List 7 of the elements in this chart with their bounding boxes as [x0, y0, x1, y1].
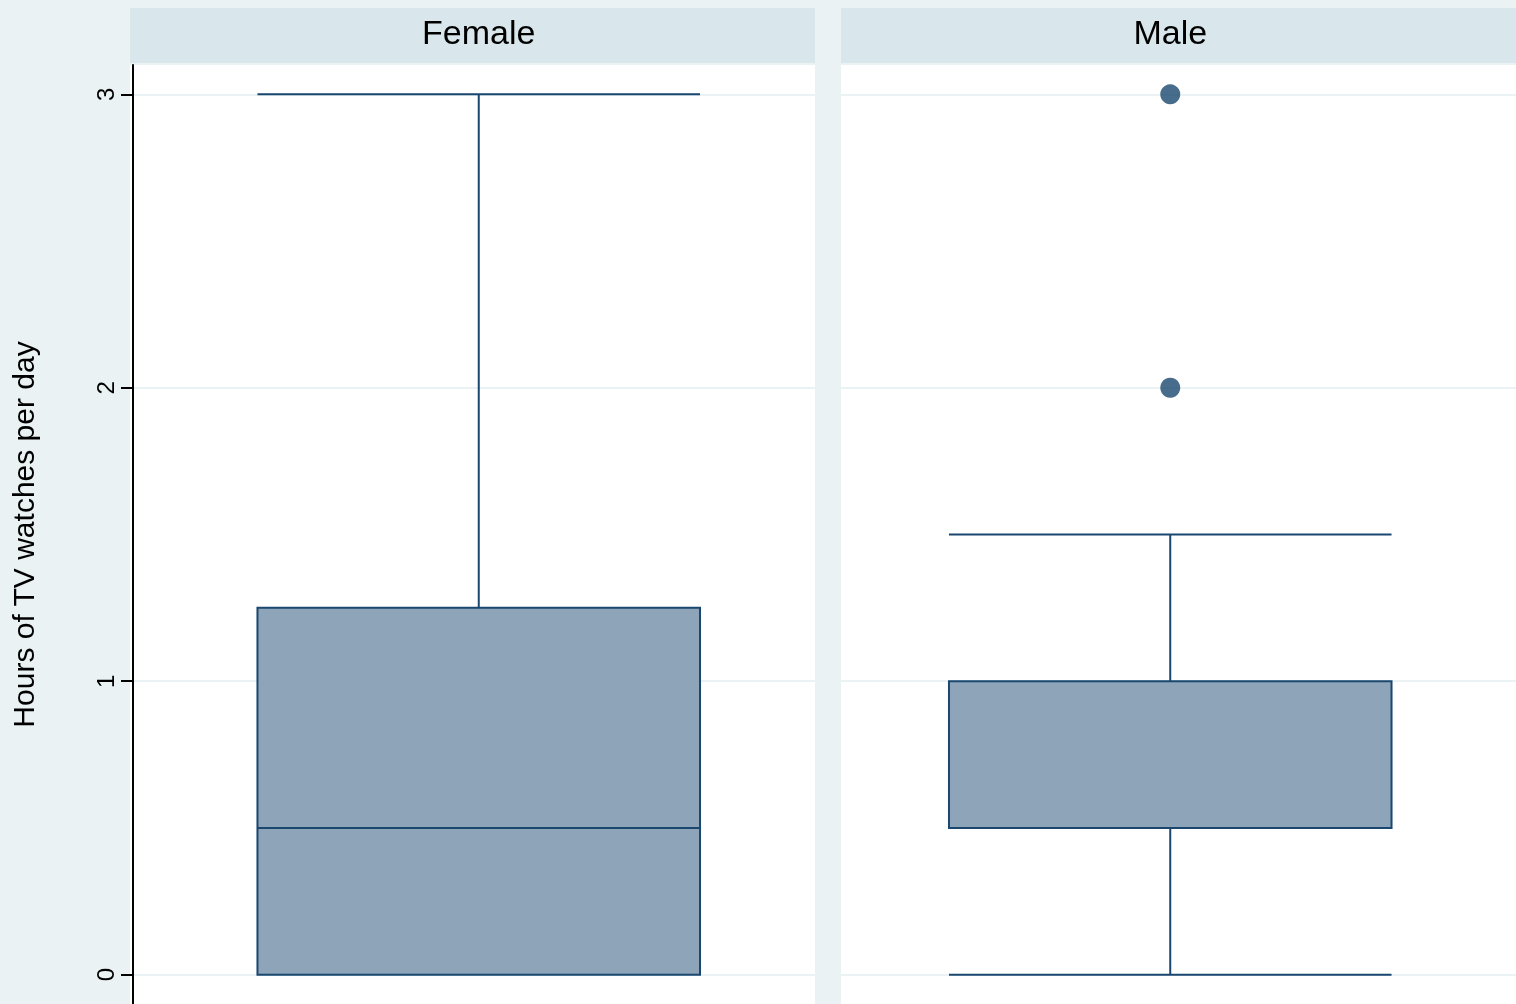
y-tick-label: 2 — [91, 381, 119, 395]
y-tick-label: 3 — [91, 87, 119, 102]
x-tick-label: Female — [422, 13, 536, 51]
y-tick-label: 1 — [91, 674, 119, 688]
x-tick-label: Male — [1133, 13, 1208, 51]
y-axis-title: Hours of TV watches per day — [6, 341, 40, 728]
y-tick-label: 0 — [91, 967, 119, 982]
